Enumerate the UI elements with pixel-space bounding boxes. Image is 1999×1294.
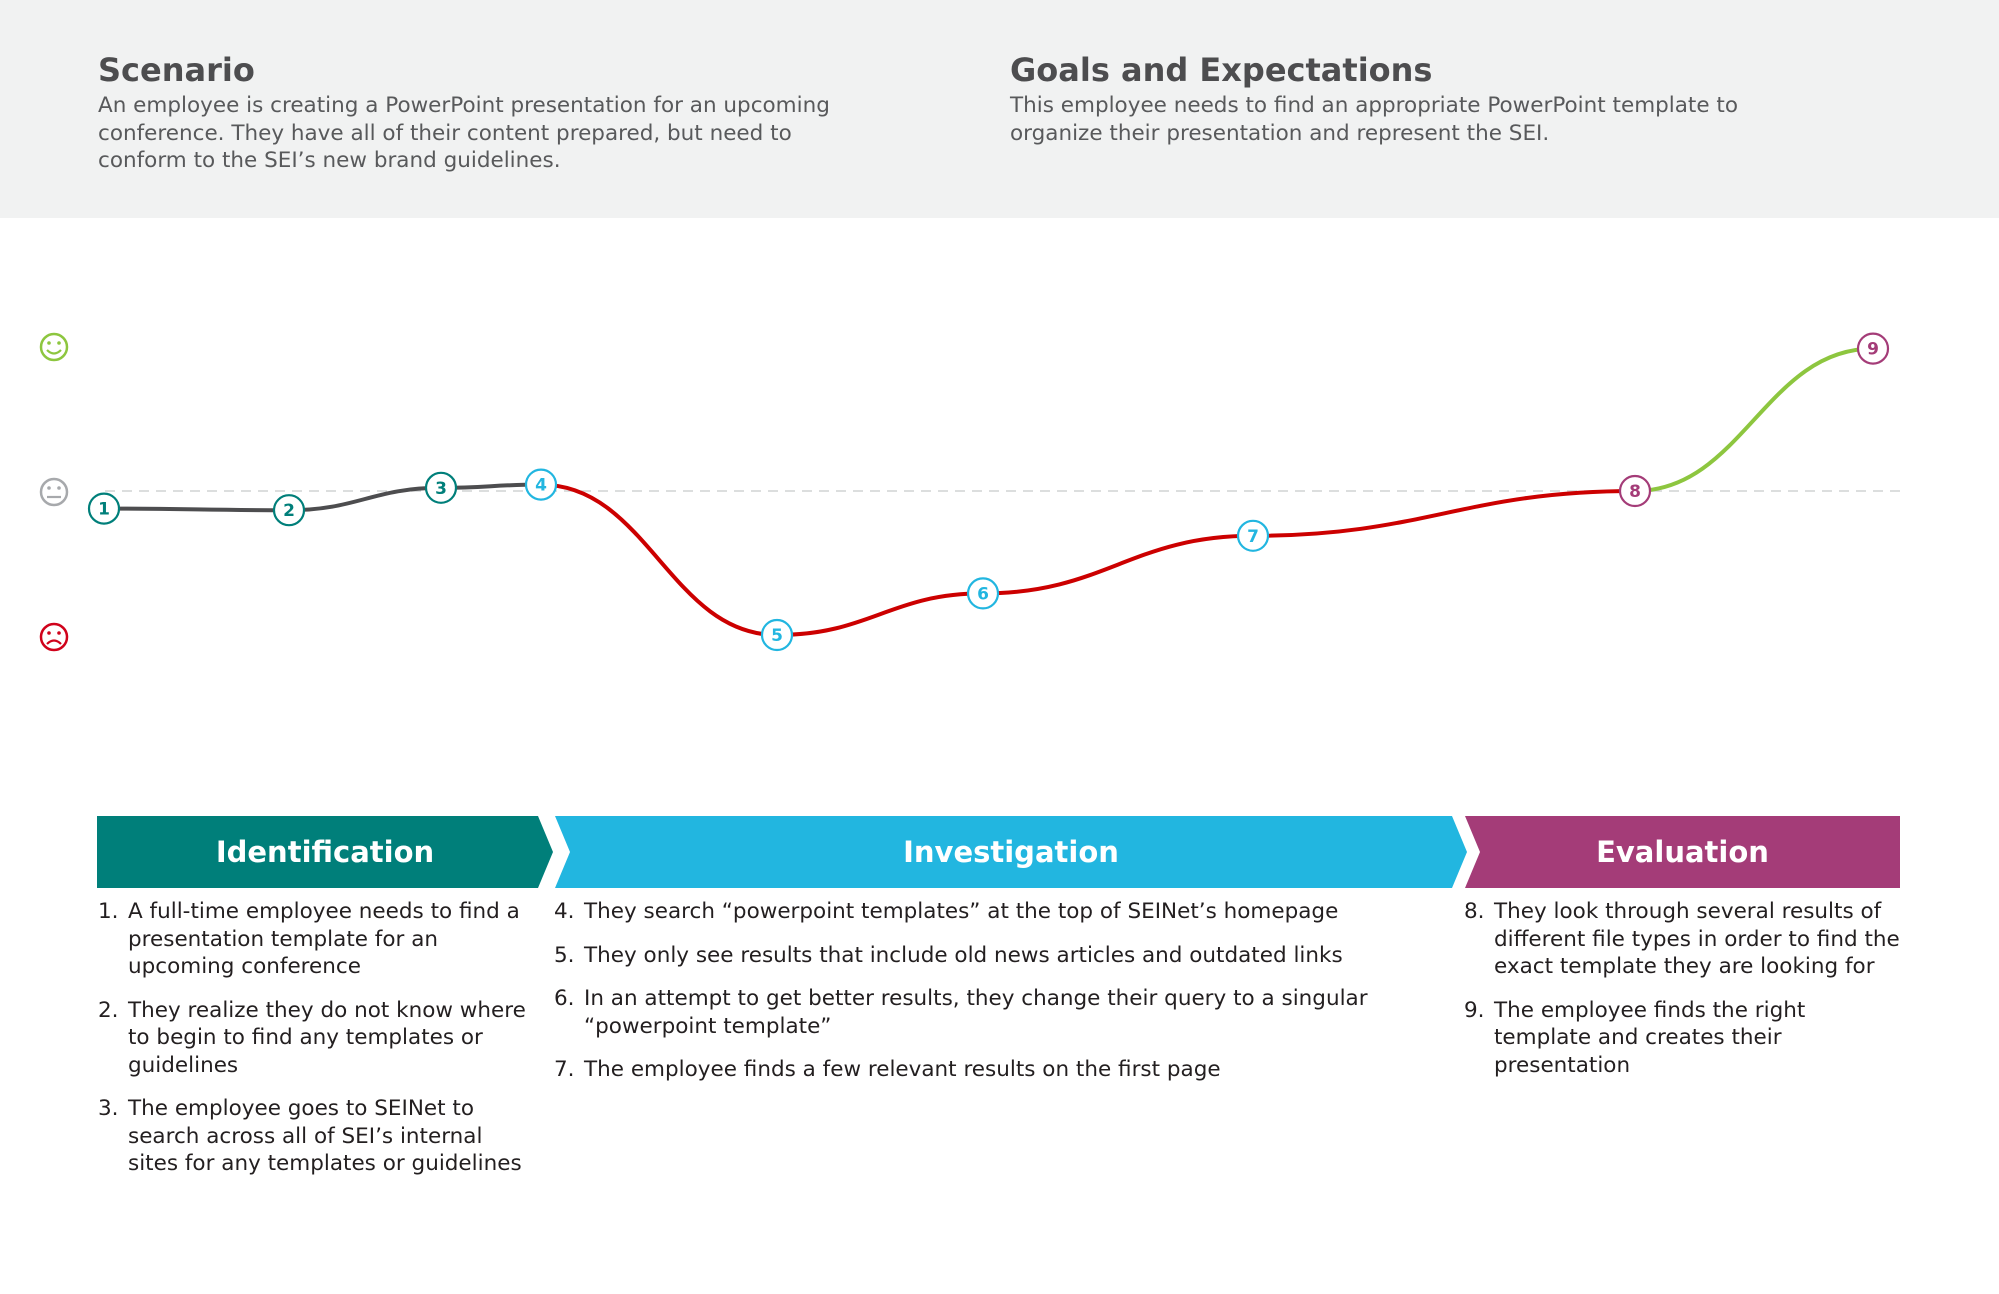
- marker-label: 6: [977, 584, 989, 604]
- sad-face-icon: [39, 622, 69, 652]
- step-number: 8.: [1464, 899, 1485, 924]
- scenario-section: Scenario An employee is creating a Power…: [98, 48, 858, 175]
- step-text: They realize they do not know where to b…: [128, 997, 526, 1078]
- step-text: They look through several results of dif…: [1494, 899, 1900, 979]
- step-item: 5. They only see results that include old…: [554, 942, 1454, 970]
- phase-evaluation-label: Evaluation: [1596, 835, 1769, 869]
- marker-circle: [1236, 519, 1270, 552]
- journey-step-marker: 9: [1856, 332, 1890, 365]
- step-number: 6.: [554, 986, 575, 1011]
- marker-circle: [1856, 332, 1890, 365]
- marker-circle: [272, 494, 306, 527]
- journey-line-segment: [287, 485, 443, 513]
- step-item: 3. The employee goes to SEINet to search …: [98, 1095, 538, 1178]
- marker-circle: [424, 471, 458, 504]
- scenario-text: An employee is creating a PowerPoint pre…: [98, 93, 830, 173]
- marker-circle: [760, 618, 794, 652]
- step-text: The employee goes to SEINet to search ac…: [128, 1096, 522, 1176]
- step-number: 4.: [554, 899, 575, 924]
- goals-text: This employee needs to find an appropria…: [1010, 93, 1739, 146]
- neutral-face-icon: [39, 477, 69, 507]
- goals-section: Goals and Expectations This employee nee…: [1010, 48, 1770, 147]
- marker-label: 4: [535, 476, 547, 496]
- evaluation-steps-list: 8. They look through several results of d…: [1464, 898, 1904, 1095]
- phase-investigation-label: Investigation: [903, 835, 1119, 869]
- scenario-title: Scenario: [98, 51, 255, 89]
- journey-step-marker: 1: [87, 492, 121, 525]
- step-number: 9.: [1464, 997, 1485, 1023]
- step-text: They only see results that include old n…: [584, 942, 1343, 968]
- marker-circle: [87, 492, 121, 525]
- investigation-steps-list: 4. They search “powerpoint templates” at …: [554, 898, 1454, 1100]
- journey-step-marker: 2: [272, 494, 306, 527]
- marker-label: 7: [1247, 527, 1259, 547]
- step-number: 1.: [98, 899, 119, 924]
- phase-investigation: Investigation: [555, 816, 1467, 888]
- marker-label: 1: [98, 500, 110, 520]
- step-item: 9. The employee finds the right template …: [1464, 997, 1904, 1080]
- journey-line-segment: [1633, 346, 1875, 493]
- marker-circle: [524, 468, 558, 501]
- step-item: 6. In an attempt to get better results, t…: [554, 985, 1454, 1040]
- journey-step-marker: 3: [424, 471, 458, 504]
- smiley-face-icon: [39, 332, 69, 362]
- step-text: In an attempt to get better results, the…: [584, 986, 1368, 1039]
- journey-line-segment: [775, 591, 985, 637]
- step-text: They search “powerpoint templates” at th…: [584, 899, 1339, 924]
- phase-identification: Identification: [97, 816, 553, 888]
- phase-evaluation: Evaluation: [1465, 816, 1900, 888]
- step-item: 2. They realize they do not know where to…: [98, 997, 538, 1080]
- step-number: 3.: [98, 1096, 119, 1121]
- step-item: 4. They search “powerpoint templates” at …: [554, 898, 1454, 926]
- header-panel: Scenario An employee is creating a Power…: [0, 0, 1999, 218]
- marker-label: 8: [1629, 482, 1641, 502]
- step-number: 7.: [554, 1057, 575, 1082]
- journey-step-marker: 8: [1618, 474, 1652, 508]
- journey-step-marker: 4: [524, 468, 558, 501]
- marker-circle: [966, 577, 1000, 610]
- marker-label: 5: [771, 626, 783, 646]
- journey-line-segment: [539, 482, 779, 637]
- journey-step-marker: 6: [966, 577, 1000, 610]
- step-item: 7. The employee finds a few relevant resu…: [554, 1056, 1454, 1084]
- journey-step-marker: 5: [760, 618, 794, 652]
- step-text: The employee finds the right template an…: [1494, 997, 1806, 1078]
- identification-steps-list: 1. A full-time employee needs to find a p…: [98, 898, 538, 1194]
- phase-identification-label: Identification: [215, 835, 435, 869]
- step-number: 5.: [554, 942, 575, 968]
- goals-title: Goals and Expectations: [1010, 51, 1433, 89]
- marker-label: 2: [283, 501, 295, 521]
- step-text: A full-time employee needs to find a pre…: [128, 899, 520, 979]
- journey-line-segment: [981, 533, 1255, 596]
- step-number: 2.: [98, 997, 119, 1023]
- journey-line-segment: [1251, 489, 1637, 538]
- journey-step-marker: 7: [1236, 519, 1270, 552]
- marker-label: 3: [435, 479, 447, 499]
- step-item: 8. They look through several results of d…: [1464, 898, 1904, 981]
- step-text: The employee finds a few relevant result…: [584, 1057, 1221, 1082]
- marker-circle: [1618, 474, 1652, 508]
- step-item: 1. A full-time employee needs to find a p…: [98, 898, 538, 981]
- marker-label: 9: [1867, 340, 1879, 360]
- journey-chart: 1 2 3 4 5 6 7 8 9: [39, 332, 1905, 652]
- journey-line-segment: [102, 506, 291, 513]
